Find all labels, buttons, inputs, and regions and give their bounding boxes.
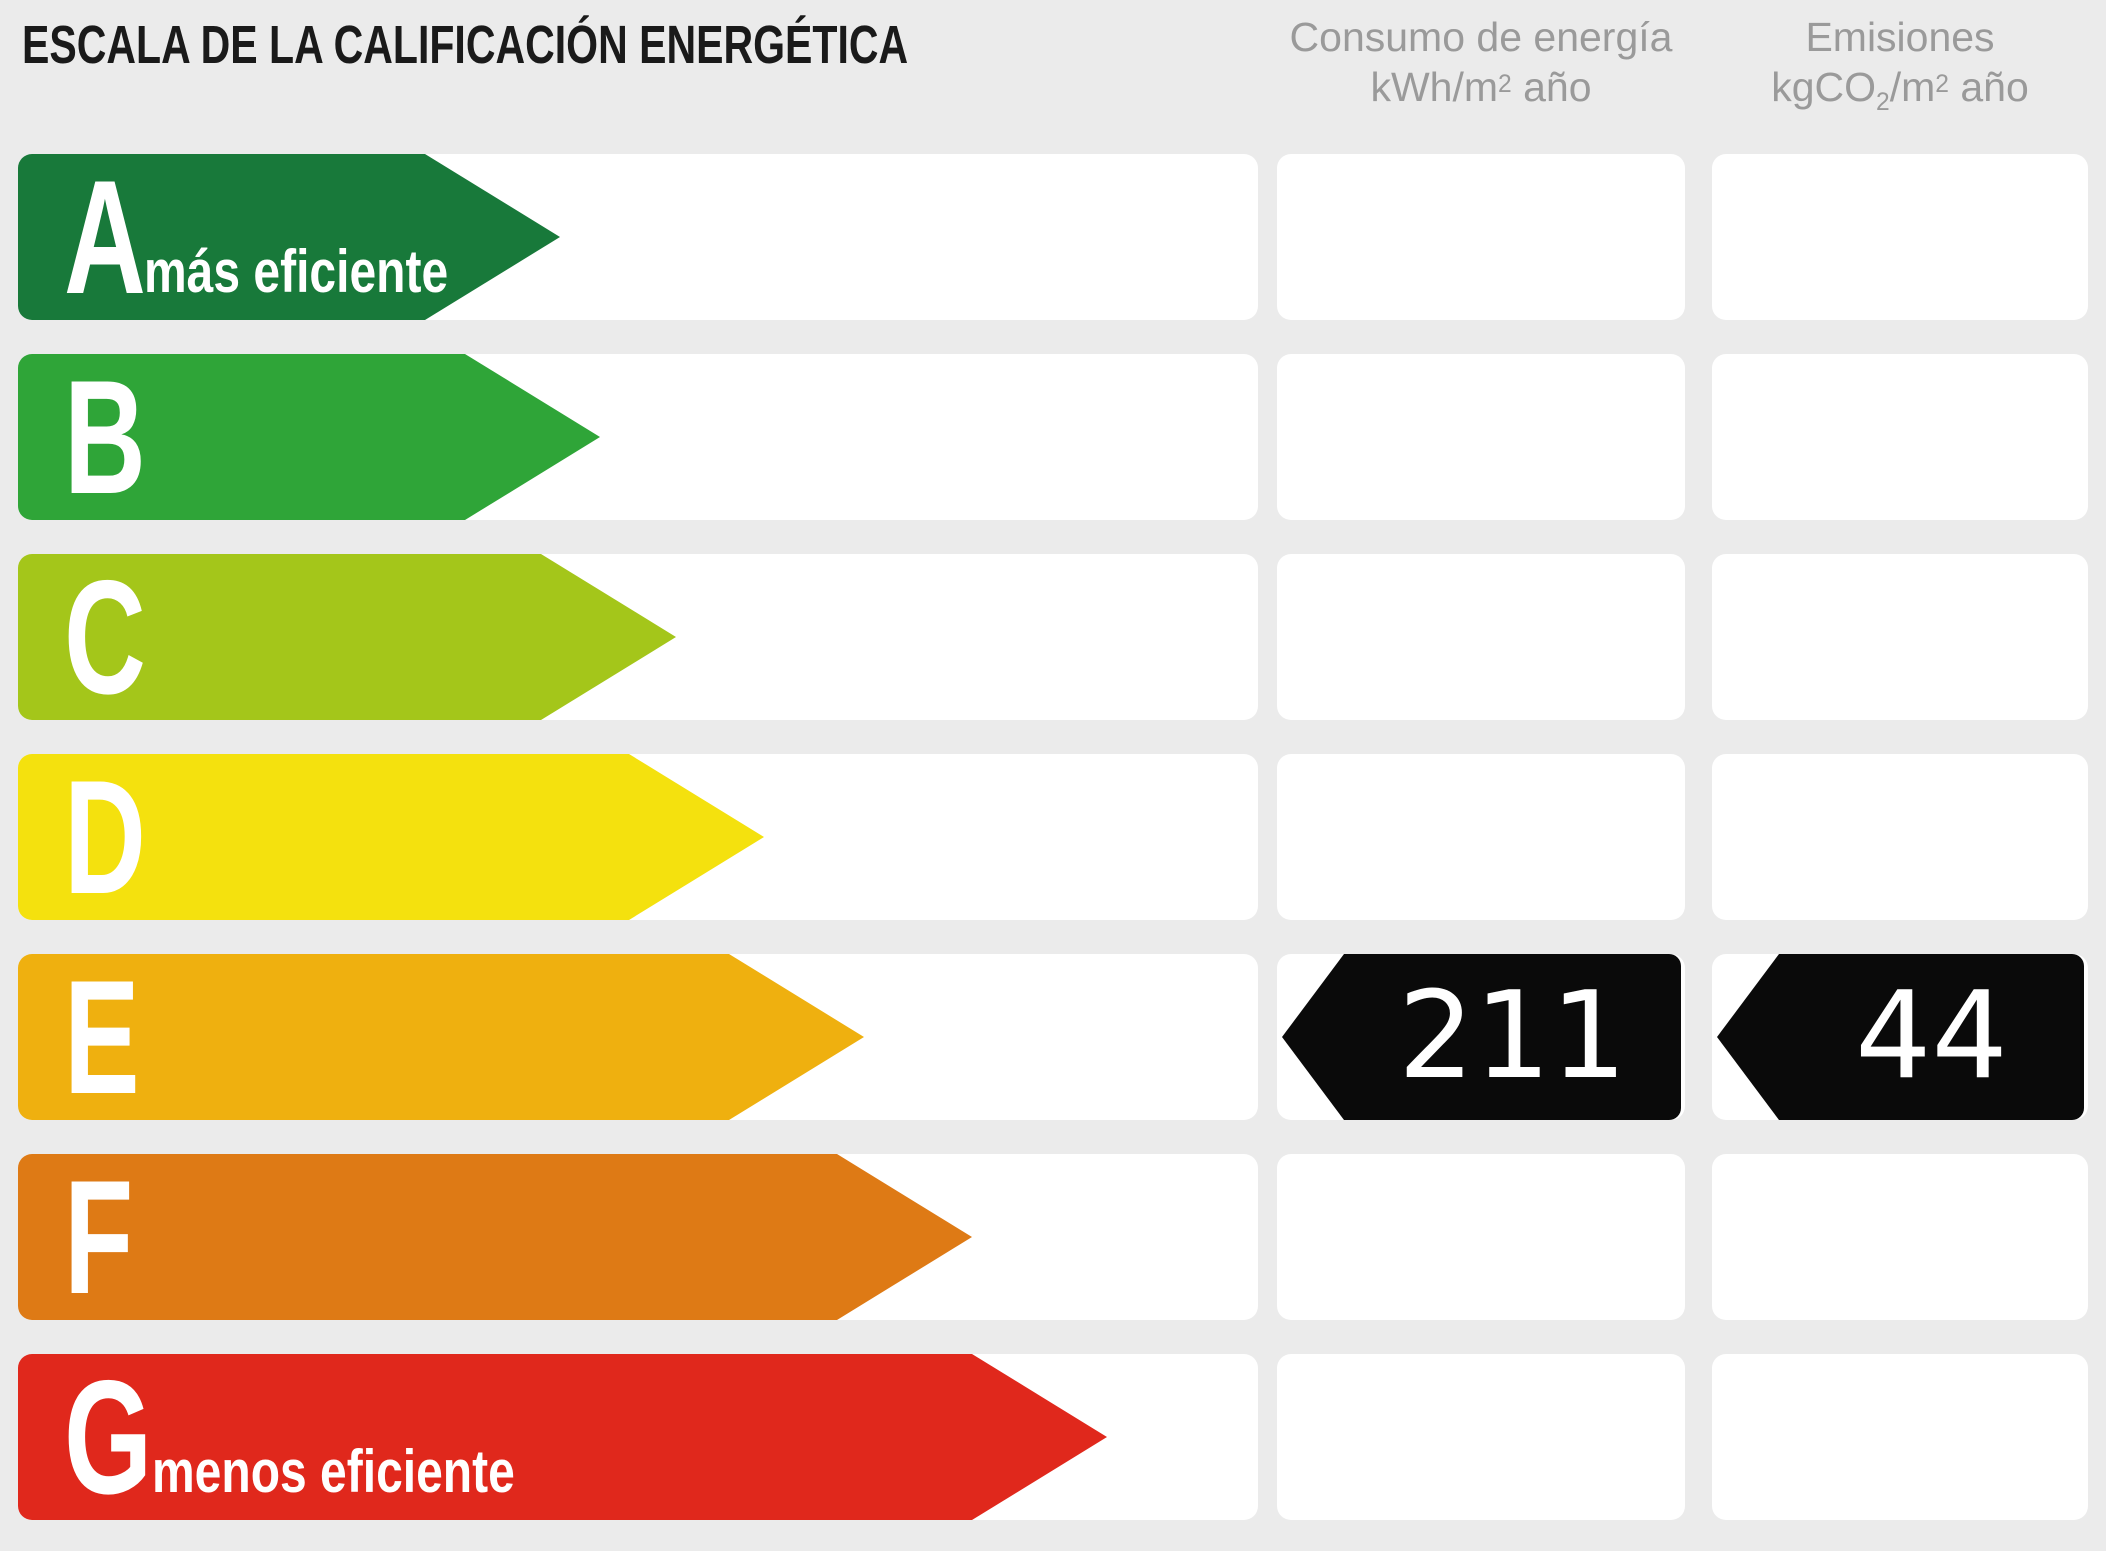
grade-letter: B (64, 347, 146, 528)
arrow-tip (837, 1154, 972, 1320)
consumption-value: 211 (1397, 967, 1628, 1106)
consumption-header-line1: Consumo de energía (1289, 14, 1673, 60)
consumption-cell (1277, 154, 1685, 320)
least-efficient-label: menos eficiente (152, 1438, 515, 1505)
consumption-cell (1277, 554, 1685, 720)
arrow-bar (18, 954, 729, 1120)
emissions-cell: 44 (1712, 954, 2088, 1120)
consumption-value-body: 211 (1344, 954, 1681, 1120)
left-arrow-tip-icon (1282, 954, 1344, 1120)
emissions-cell (1712, 154, 2088, 320)
grade-row-f: F (0, 1154, 2106, 1320)
arrow-bar (18, 1354, 972, 1520)
emissions-cell (1712, 554, 2088, 720)
grade-letter: F (64, 1147, 134, 1328)
emissions-value-arrow: 44 (1717, 954, 2084, 1120)
emissions-cell (1712, 754, 2088, 920)
arrow-bar (18, 1154, 837, 1320)
grade-g-arrow (18, 1354, 1107, 1520)
grade-letter: C (64, 547, 146, 728)
grade-letter: D (64, 747, 146, 928)
scale-card: D (18, 754, 1258, 920)
emissions-value: 44 (1855, 967, 2008, 1106)
grade-row-e: E 211 44 (0, 954, 2106, 1120)
consumption-value-arrow: 211 (1282, 954, 1681, 1120)
scale-card: G menos eficiente (18, 1354, 1258, 1520)
consumption-cell (1277, 754, 1685, 920)
grade-row-g: G menos eficiente (0, 1354, 2106, 1520)
emissions-cell (1712, 1354, 2088, 1520)
page-title: ESCALA DE LA CALIFICACIÓN ENERGÉTICA (22, 15, 909, 75)
arrow-bar (18, 754, 629, 920)
grade-row-d: D (0, 754, 2106, 920)
grade-a-arrow (18, 154, 560, 320)
grade-b-arrow (18, 354, 600, 520)
scale-card: A más eficiente (18, 154, 1258, 320)
grade-row-a: A más eficiente (0, 154, 2106, 320)
scale-card: E (18, 954, 1258, 1120)
scale-card: F (18, 1154, 1258, 1320)
arrow-tip (541, 554, 676, 720)
emissions-value-body: 44 (1779, 954, 2084, 1120)
emissions-cell (1712, 354, 2088, 520)
consumption-cell (1277, 1354, 1685, 1520)
emissions-column-header: Emisiones kgCO2/m2 año (1712, 12, 2088, 119)
arrow-tip (972, 1354, 1107, 1520)
scale-card: C (18, 554, 1258, 720)
left-arrow-tip-icon (1717, 954, 1779, 1120)
grade-letter: A (64, 147, 146, 328)
grade-c-arrow (18, 554, 676, 720)
consumption-cell (1277, 1154, 1685, 1320)
grade-d-arrow (18, 754, 764, 920)
grade-letter: G (64, 1347, 153, 1528)
grade-e-arrow (18, 954, 864, 1120)
most-efficient-label: más eficiente (144, 238, 449, 305)
consumption-cell (1277, 354, 1685, 520)
scale-card: B (18, 354, 1258, 520)
emissions-header-line1: Emisiones (1805, 14, 1995, 60)
arrow-bar (18, 154, 425, 320)
subscript-2: 2 (1876, 88, 1890, 116)
superscript-2: 2 (1935, 71, 1949, 98)
arrow-tip (629, 754, 764, 920)
arrow-tip (729, 954, 864, 1120)
superscript-2: 2 (1498, 71, 1512, 98)
arrow-tip (465, 354, 600, 520)
consumption-cell: 211 (1277, 954, 1685, 1120)
consumption-header-unit: kWh/m2 año (1370, 64, 1592, 110)
grade-row-b: B (0, 354, 2106, 520)
consumption-column-header: Consumo de energía kWh/m2 año (1277, 12, 1685, 112)
emissions-cell (1712, 1154, 2088, 1320)
arrow-bar (18, 354, 465, 520)
arrow-bar (18, 554, 541, 720)
emissions-header-unit: kgCO2/m2 año (1771, 64, 2029, 116)
grade-letter: E (64, 947, 140, 1128)
grade-row-c: C (0, 554, 2106, 720)
grade-f-arrow (18, 1154, 972, 1320)
